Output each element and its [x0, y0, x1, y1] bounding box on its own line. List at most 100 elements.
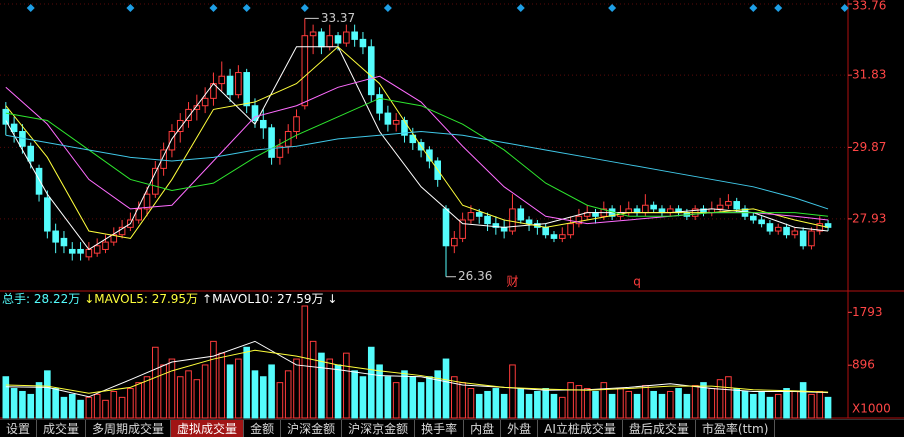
volume-bar: [608, 393, 616, 419]
candle-body: [102, 241, 109, 250]
volume-bar: [326, 358, 334, 419]
volume-bar: [500, 393, 508, 419]
volume-bar: [774, 393, 782, 419]
event-marker: [749, 4, 758, 12]
candle-body: [367, 46, 375, 96]
indicator-tab[interactable]: 盘后成交量: [623, 420, 696, 437]
volume-bar: [542, 388, 549, 419]
candle-body: [467, 212, 475, 221]
indicator-tab[interactable]: 成交量: [37, 420, 87, 437]
y-tick-label: 896: [852, 358, 875, 372]
indicator-tab[interactable]: 金额: [244, 420, 282, 437]
volume-bar: [401, 370, 408, 419]
candle-body: [293, 116, 300, 133]
volume-bar: [251, 370, 259, 419]
candle-body: [799, 230, 807, 247]
candle-body: [459, 219, 466, 239]
volume-bar: [741, 390, 749, 419]
candle-body: [44, 197, 51, 232]
volume-bar: [758, 390, 765, 419]
volume-bar: [259, 376, 267, 419]
candle-body: [226, 75, 234, 96]
candle-body: [176, 119, 184, 133]
candle-body: [243, 72, 250, 107]
candle-body: [475, 212, 483, 217]
volume-bar: [517, 388, 525, 419]
candle-body: [218, 75, 226, 85]
candle-body: [60, 237, 68, 247]
volume-bar: [392, 382, 400, 419]
volume-bar: [384, 376, 392, 419]
candle-body: [384, 112, 392, 125]
candle-body: [235, 72, 242, 96]
candle-body: [2, 108, 10, 125]
event-marker: [516, 4, 525, 12]
candle-body: [733, 201, 741, 210]
volume-bar: [35, 382, 43, 419]
volume-bar: [700, 382, 707, 419]
volume-bar: [708, 388, 716, 419]
indicator-tab[interactable]: 沪深金额: [281, 420, 343, 437]
volume-bar: [243, 346, 250, 419]
event-marker: [300, 4, 309, 12]
candle-body: [758, 219, 765, 225]
volume-bar: [575, 385, 583, 419]
volume-bar: [127, 388, 134, 419]
volume-bar: [600, 382, 608, 419]
candle-body: [392, 119, 400, 125]
indicator-tab[interactable]: 多周期成交量: [86, 420, 172, 437]
volume-bar: [52, 388, 59, 419]
candle-body: [201, 97, 209, 107]
candle-body: [35, 167, 43, 195]
high-price-label: 33.37: [321, 11, 355, 25]
indicator-tab[interactable]: 外盘: [501, 420, 539, 437]
volume-bar: [293, 358, 300, 419]
candle-body: [185, 108, 192, 121]
volume-bar: [367, 346, 375, 419]
indicator-tab[interactable]: 沪深京金额: [342, 420, 416, 437]
event-marker: [126, 4, 135, 12]
volume-bar: [467, 388, 475, 419]
volume-bar: [683, 393, 691, 419]
volume-bar: [633, 393, 641, 419]
volume-bar: [750, 393, 757, 419]
volume-bar: [185, 370, 192, 419]
candle-body: [77, 248, 84, 254]
volume-bar: [799, 382, 807, 419]
candle-body: [716, 204, 724, 210]
candle-body: [351, 31, 358, 40]
volume-bar: [235, 358, 242, 419]
indicator-tab[interactable]: 内盘: [464, 420, 502, 437]
indicator-tabs: 设置 成交量 多周期成交量 虚拟成交量 金额 沪深金额 沪深京金额 换手率 内盘 外盘 AI立桩成交…: [0, 419, 904, 437]
candle-body: [68, 248, 76, 254]
volume-bar: [824, 396, 832, 419]
indicator-tab[interactable]: 市盈率(ttm): [696, 420, 776, 437]
volume-bar: [44, 370, 51, 419]
candle-body: [750, 215, 757, 221]
volume-bar: [509, 364, 516, 419]
volume-bar: [534, 390, 541, 419]
volume-bar: [558, 396, 566, 419]
y-tick-label: 33.76: [852, 0, 886, 13]
volume-bar: [475, 393, 483, 419]
candle-body: [442, 208, 450, 247]
volume-bar: [160, 364, 167, 419]
indicator-tab[interactable]: AI立桩成交量: [538, 420, 623, 437]
volume-bar: [226, 364, 234, 419]
indicator-tab[interactable]: 虚拟成交量: [171, 420, 245, 437]
candle-body: [774, 226, 782, 232]
moving-average-line: [5, 75, 829, 225]
volume-bar: [268, 364, 275, 419]
indicator-tab[interactable]: 换手率: [415, 420, 465, 437]
event-label: 财: [506, 275, 518, 289]
volume-bar: [276, 382, 284, 419]
candle-body: [550, 234, 558, 239]
candle-body: [52, 230, 59, 243]
candle-body: [259, 119, 267, 129]
candle-body: [451, 237, 458, 247]
volume-header: 总手: 28.22万 ↓MAVOL5: 27.95万 ↑MAVOL10: 27.59…: [2, 291, 337, 307]
candle-body: [426, 149, 433, 162]
volume-bar: [459, 382, 466, 419]
indicator-tab[interactable]: 设置: [0, 420, 38, 437]
